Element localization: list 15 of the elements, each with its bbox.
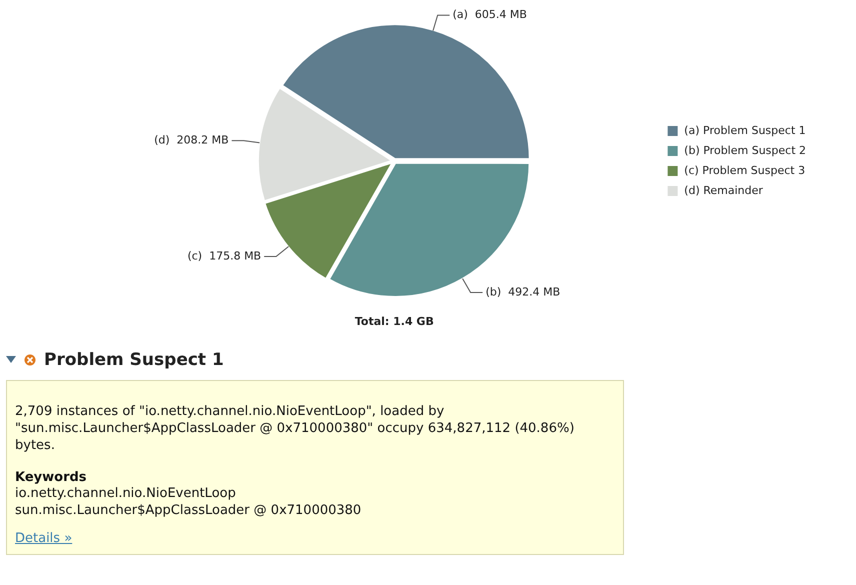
text: Details » bbox=[15, 531, 72, 546]
data-label: (d) 208.2 MB bbox=[154, 133, 229, 146]
legend-label: (c) Problem Suspect 3 bbox=[684, 164, 806, 177]
text: 2,709 instances of "io.netty.channel.nio.NioEventLoop", loaded by "sun.misc.Launcher$AppClassLoader @ 0x710000380" occupy 634,827,112 (40.86%) bytes. bbox=[15, 403, 576, 454]
data-label: (c) 175.8 MB bbox=[187, 249, 262, 262]
data-label: (b) 492.4 MB bbox=[486, 285, 560, 298]
legend-label: (d) Remainder bbox=[684, 184, 764, 197]
data-label: (a) 605.4 MB bbox=[452, 8, 527, 22]
text: Total: 1.4 GB bbox=[354, 314, 434, 328]
text: Problem Suspect 1 bbox=[44, 350, 224, 370]
legend-label: (b) Problem Suspect 2 bbox=[684, 144, 806, 157]
text: sun.misc.Launcher$AppClassLoader @ 0x710000380 bbox=[15, 502, 362, 519]
legend-label: (a) Problem Suspect 1 bbox=[684, 124, 806, 137]
text: Keywords bbox=[15, 470, 88, 485]
text: io.netty.channel.nio.NioEventLoop bbox=[15, 485, 237, 502]
